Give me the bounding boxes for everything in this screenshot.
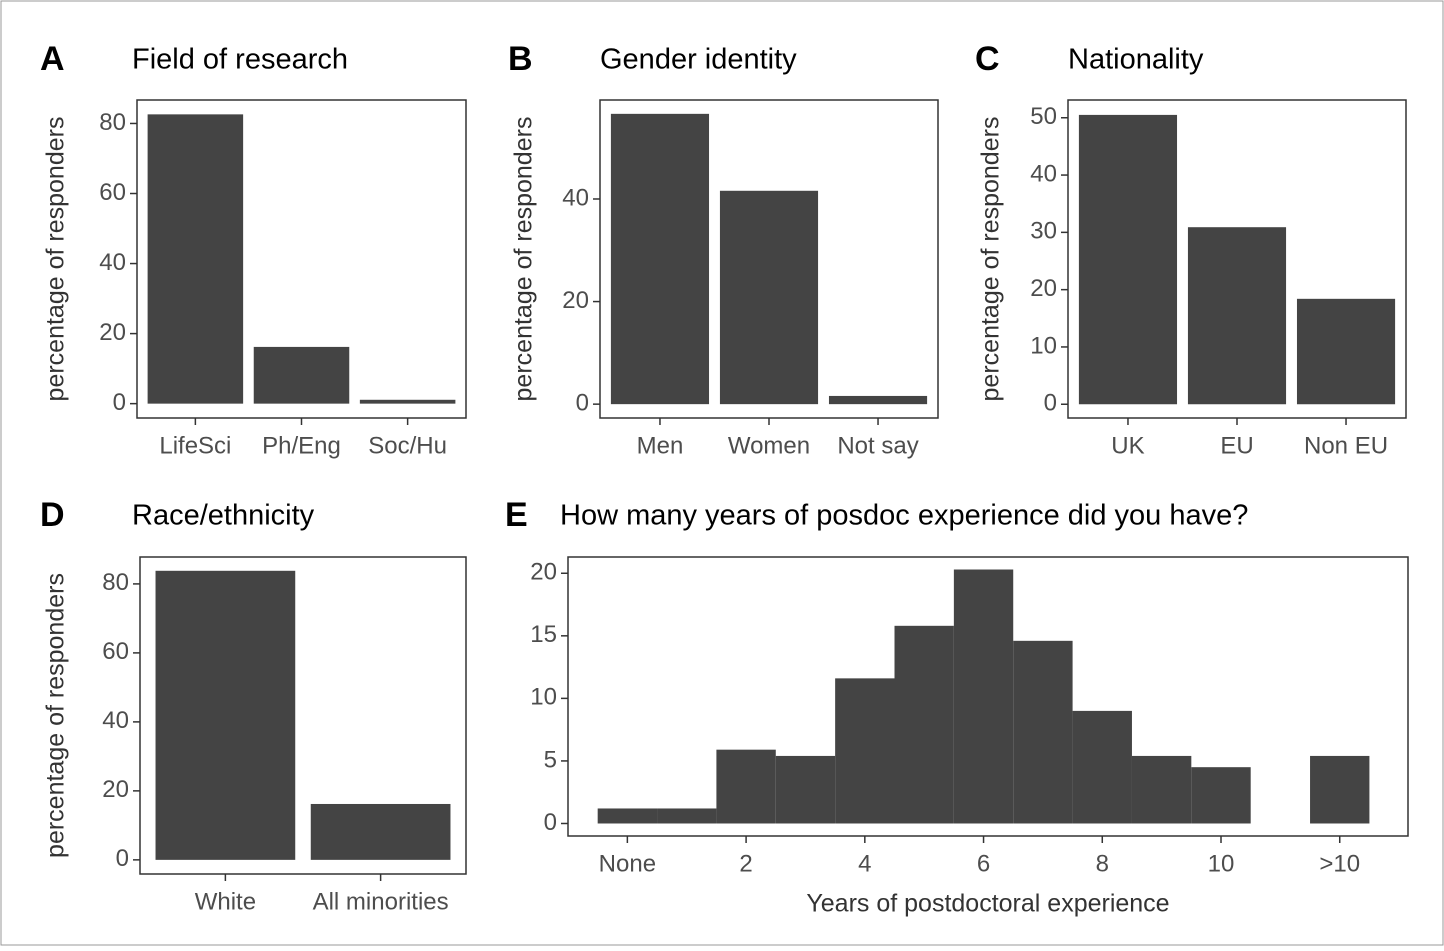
panel-title: Nationality xyxy=(1068,44,1204,76)
histogram-bar xyxy=(1013,640,1073,824)
histogram-bar xyxy=(657,808,717,824)
bar xyxy=(828,395,928,405)
bar xyxy=(1296,298,1396,405)
y-tick-label: 0 xyxy=(116,845,129,872)
x-tick-label: Ph/Eng xyxy=(262,432,341,459)
panel-label: E xyxy=(505,496,528,534)
y-tick-label: 0 xyxy=(1044,390,1057,417)
y-tick-label: 20 xyxy=(99,319,126,346)
y-axis-label: percentage of responders xyxy=(42,117,70,402)
y-tick-label: 60 xyxy=(99,179,126,206)
histogram-bar xyxy=(597,808,658,824)
bar xyxy=(1187,227,1287,405)
y-tick-label: 40 xyxy=(1030,160,1057,187)
histogram-bar xyxy=(716,749,776,824)
x-tick-label: LifeSci xyxy=(159,432,231,459)
x-tick-label: 2 xyxy=(739,850,752,877)
plot-frame xyxy=(1067,99,1407,419)
histogram-bar xyxy=(894,625,954,824)
x-tick-label: >10 xyxy=(1319,850,1360,877)
y-tick-label: 20 xyxy=(1030,275,1057,302)
y-tick-label: 15 xyxy=(530,621,557,648)
y-tick-label: 20 xyxy=(530,559,557,586)
histogram-bar xyxy=(1310,755,1370,824)
y-tick-label: 80 xyxy=(102,569,129,596)
x-tick-label: EU xyxy=(1220,432,1253,459)
y-axis-label: percentage of responders xyxy=(42,573,70,858)
y-tick-label: 50 xyxy=(1030,103,1057,130)
panel-label: C xyxy=(975,40,1000,78)
x-tick-label: None xyxy=(599,850,656,877)
y-tick-label: 0 xyxy=(544,809,557,836)
y-tick-label: 60 xyxy=(102,638,129,665)
y-tick-label: 30 xyxy=(1030,218,1057,245)
y-tick-label: 20 xyxy=(102,776,129,803)
bar xyxy=(155,570,296,860)
y-tick-label: 10 xyxy=(530,684,557,711)
bar xyxy=(147,114,244,404)
x-tick-label: White xyxy=(195,888,256,915)
y-tick-label: 40 xyxy=(562,184,589,211)
bar xyxy=(1078,114,1178,405)
plot-frame xyxy=(567,556,1409,837)
y-tick-label: 10 xyxy=(1030,332,1057,359)
panel-label: B xyxy=(508,40,533,78)
y-tick-label: 5 xyxy=(544,746,557,773)
panel-title: Gender identity xyxy=(600,44,797,76)
y-axis-label: percentage of responders xyxy=(510,117,538,402)
x-tick-label: Men xyxy=(637,432,684,459)
x-axis-label: Years of postdoctoral experience xyxy=(806,890,1169,918)
histogram-bar xyxy=(835,678,895,824)
x-tick-label: UK xyxy=(1111,432,1144,459)
bar xyxy=(610,113,710,405)
x-tick-label: 4 xyxy=(858,850,871,877)
y-tick-label: 80 xyxy=(99,109,126,136)
x-tick-label: Women xyxy=(728,432,810,459)
bar xyxy=(310,803,451,860)
histogram-bar xyxy=(1131,755,1192,824)
panel-title: Race/ethnicity xyxy=(132,500,315,532)
histogram-bar xyxy=(1072,710,1132,824)
bar xyxy=(719,190,819,405)
x-tick-label: 6 xyxy=(977,850,990,877)
bar xyxy=(359,399,456,404)
x-tick-label: Not say xyxy=(837,432,918,459)
y-tick-label: 0 xyxy=(576,389,589,416)
y-tick-label: 40 xyxy=(99,249,126,276)
histogram-bar xyxy=(1191,767,1251,824)
y-tick-label: 40 xyxy=(102,707,129,734)
bar xyxy=(253,346,350,404)
plot-frame xyxy=(136,99,467,419)
x-tick-label: Soc/Hu xyxy=(368,432,447,459)
histogram-bar xyxy=(953,569,1014,824)
panel-label: D xyxy=(40,496,65,534)
y-axis-label: percentage of responders xyxy=(977,117,1005,402)
x-tick-label: 8 xyxy=(1096,850,1109,877)
plot-frame xyxy=(139,556,467,875)
x-tick-label: Non EU xyxy=(1304,432,1388,459)
x-tick-label: 10 xyxy=(1208,850,1235,877)
y-tick-label: 0 xyxy=(113,389,126,416)
x-tick-label: All minorities xyxy=(313,888,449,915)
panel-label: A xyxy=(40,40,65,78)
y-tick-label: 20 xyxy=(562,287,589,314)
panel-title: How many years of posdoc experience did … xyxy=(560,500,1248,532)
panel-title: Field of research xyxy=(132,44,348,76)
plot-frame xyxy=(599,99,939,419)
histogram-bar xyxy=(775,755,836,824)
